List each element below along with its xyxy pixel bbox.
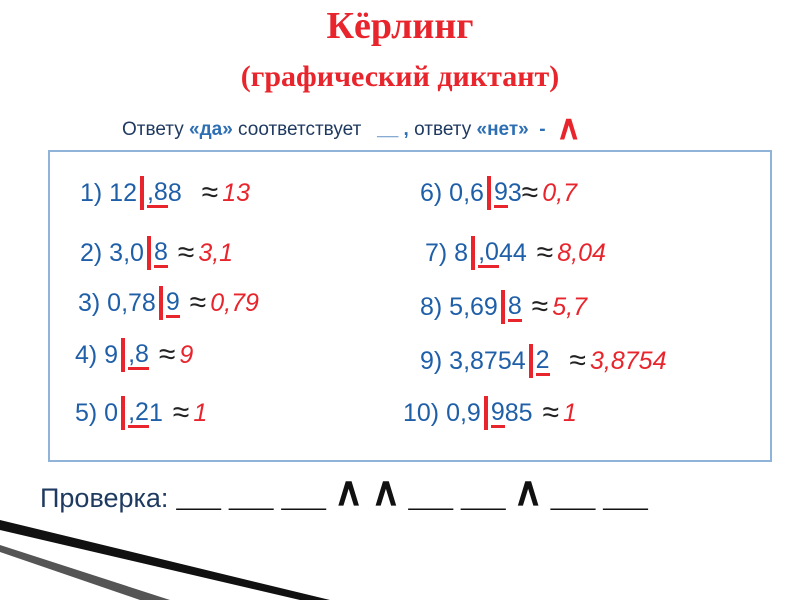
item: 7) 8 ,0 44 ≈8,04 bbox=[425, 236, 606, 270]
check-mark: __ bbox=[228, 470, 274, 514]
rounded-digit: ,0 bbox=[478, 237, 499, 268]
expression-end: 85 bbox=[504, 398, 533, 427]
expression-start: 9) 3,8754 bbox=[420, 346, 526, 375]
check-mark: ∧ bbox=[371, 470, 401, 514]
expression-start: 10) 0,9 bbox=[403, 398, 481, 427]
cut-line bbox=[139, 176, 144, 210]
check-mark: ∧ bbox=[513, 470, 543, 514]
cut-line bbox=[158, 286, 163, 320]
expression-end: 3 bbox=[507, 178, 522, 207]
cut-line bbox=[471, 236, 476, 270]
expression-start: 6) 0,6 bbox=[420, 178, 484, 207]
instruction: Ответу «да» соответствует __ , ответу «н… bbox=[122, 108, 581, 148]
expression-start: 8) 5,69 bbox=[420, 292, 498, 321]
approx-sign: ≈ bbox=[521, 176, 539, 209]
task-box bbox=[48, 150, 772, 462]
answer: 0,7 bbox=[542, 178, 577, 207]
approx-sign: ≈ bbox=[158, 338, 176, 371]
check-mark: ∧ bbox=[333, 470, 364, 514]
cut-line bbox=[500, 290, 505, 324]
expression-start: 7) 8 bbox=[425, 238, 469, 267]
answer: 0,79 bbox=[210, 288, 259, 317]
subtitle: (графический диктант) bbox=[240, 60, 560, 93]
expression-start: 5) 0 bbox=[75, 398, 119, 427]
answer: 3,8754 bbox=[590, 346, 667, 375]
expression-start: 3) 0,78 bbox=[78, 288, 156, 317]
check-mark: __ bbox=[408, 470, 454, 514]
approx-sign: ≈ bbox=[536, 236, 554, 269]
text: __ , bbox=[377, 119, 409, 140]
check-row: Проверка: __ __ __ ∧ ∧ __ __ ∧ __ __ bbox=[40, 470, 648, 514]
stroke bbox=[0, 520, 330, 600]
text: Ответу bbox=[122, 119, 184, 140]
text: «нет» bbox=[476, 119, 529, 140]
answer: 9 bbox=[179, 340, 194, 369]
rounded-digit: 8 bbox=[153, 237, 168, 268]
cut-line bbox=[486, 176, 491, 210]
rounded-digit: 8 bbox=[507, 291, 522, 322]
expression-start: 4) 9 bbox=[75, 340, 119, 369]
cut-line bbox=[528, 344, 533, 378]
answer: 3,1 bbox=[198, 238, 234, 267]
title: Кёрлинг bbox=[326, 5, 474, 47]
check-mark: __ bbox=[176, 470, 221, 514]
rounded-digit: 9 bbox=[490, 397, 505, 428]
check-mark: __ bbox=[281, 470, 326, 514]
answer: 5,7 bbox=[552, 292, 587, 321]
cut-line bbox=[121, 396, 126, 430]
label: Проверка: bbox=[40, 483, 169, 513]
expression-end: 1 bbox=[148, 398, 163, 427]
text: «да» bbox=[189, 119, 233, 140]
expression-end: 44 bbox=[498, 238, 527, 267]
item: 8) 5,69 8 ≈5,7 bbox=[420, 290, 587, 324]
approx-sign: ≈ bbox=[189, 286, 207, 319]
stroke bbox=[0, 545, 170, 600]
expression-start: 1) 12 bbox=[80, 178, 137, 207]
approx-sign: ≈ bbox=[542, 396, 560, 429]
rounded-digit: ,2 bbox=[128, 397, 149, 428]
approx-sign: ≈ bbox=[569, 344, 587, 377]
rounded-digit: 9 bbox=[493, 177, 508, 208]
expression-end: 8 bbox=[167, 178, 182, 207]
text: ответу bbox=[414, 119, 472, 140]
text: - bbox=[539, 119, 546, 140]
cut-line bbox=[483, 396, 488, 430]
cut-line bbox=[121, 338, 126, 372]
answer: 1 bbox=[193, 398, 208, 427]
check-mark: __ bbox=[550, 470, 596, 514]
rounded-digit: ,8 bbox=[146, 177, 168, 208]
approx-sign: ≈ bbox=[531, 290, 549, 323]
item: 6) 0,6 9 3 ≈0,7 bbox=[420, 176, 577, 210]
item: 10) 0,9 9 85 ≈1 bbox=[403, 396, 577, 430]
rounded-digit: ,8 bbox=[128, 339, 149, 370]
item: 4) 9 ,8 ≈9 bbox=[75, 338, 193, 372]
answer: 8,04 bbox=[557, 238, 606, 267]
item: 5) 0,2 1 ≈1 bbox=[75, 396, 207, 430]
approx-sign: ≈ bbox=[172, 396, 190, 429]
item: 1) 12 ,8 8 ≈13 bbox=[80, 176, 250, 210]
text: соответствует bbox=[238, 119, 362, 140]
rounded-digit: 9 bbox=[165, 287, 180, 318]
answer: 13 bbox=[222, 178, 251, 207]
item: 9) 3,8754 2 ≈3,8754 bbox=[420, 344, 666, 378]
approx-sign: ≈ bbox=[177, 236, 195, 269]
symbol: ∧ bbox=[556, 109, 582, 147]
check-mark: __ bbox=[603, 470, 648, 514]
check-mark: __ bbox=[461, 470, 506, 514]
expression-start: 2) 3,0 bbox=[80, 238, 144, 267]
item: 2) 3,0 8 ≈3,1 bbox=[80, 236, 233, 270]
answer: 1 bbox=[563, 398, 577, 427]
cut-line bbox=[146, 236, 151, 270]
rounded-digit: 2 bbox=[535, 345, 550, 376]
item: 3) 0,78 9 ≈0,79 bbox=[78, 286, 259, 320]
approx-sign: ≈ bbox=[201, 176, 219, 209]
